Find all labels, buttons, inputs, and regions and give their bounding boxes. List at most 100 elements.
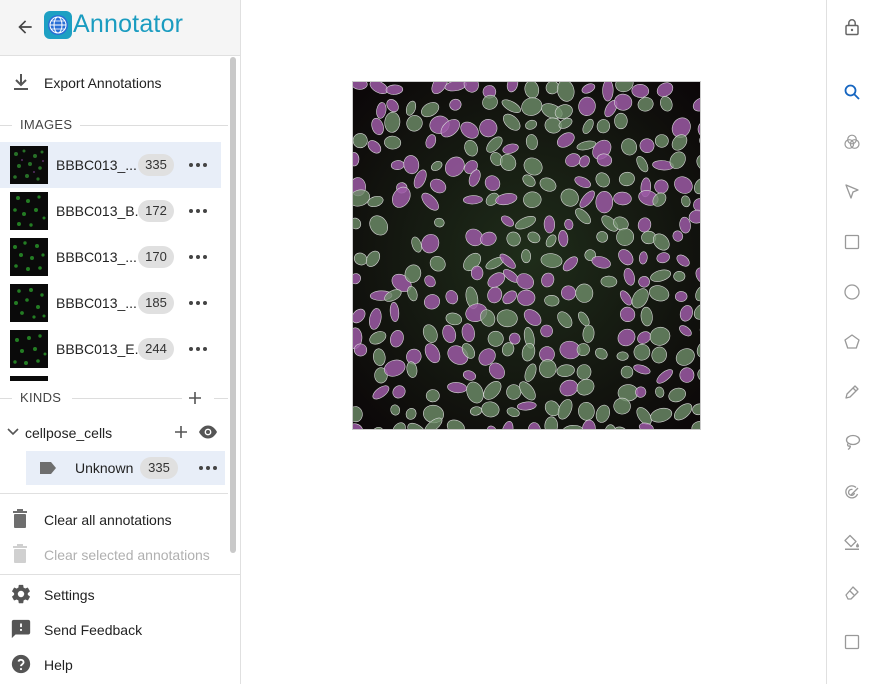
object-select-tool[interactable]	[841, 631, 863, 653]
cell-annotation[interactable]	[388, 329, 405, 349]
cell-annotation[interactable]	[498, 252, 518, 271]
cell-annotation[interactable]	[620, 365, 634, 379]
cell-annotation[interactable]	[520, 342, 536, 362]
cell-annotation[interactable]	[463, 195, 483, 205]
cell-annotation[interactable]	[486, 360, 508, 382]
cell-annotation[interactable]	[402, 154, 420, 175]
cell-annotation[interactable]	[650, 190, 669, 209]
cell-annotation[interactable]	[691, 301, 701, 323]
cell-annotation[interactable]	[406, 361, 419, 378]
cell-annotation[interactable]	[596, 152, 613, 167]
cell-annotation[interactable]	[656, 251, 671, 264]
cell-annotation[interactable]	[500, 97, 523, 115]
cell-annotation[interactable]	[445, 417, 467, 430]
cell-annotation[interactable]	[558, 230, 569, 247]
cell-annotation[interactable]	[613, 225, 637, 249]
microscopy-image-viewer[interactable]	[352, 81, 701, 430]
cell-annotation[interactable]	[555, 82, 576, 103]
cell-annotation[interactable]	[404, 100, 417, 117]
cell-annotation[interactable]	[562, 424, 584, 430]
cell-annotation[interactable]	[605, 424, 616, 430]
cell-annotation[interactable]	[555, 130, 577, 151]
cell-annotation[interactable]	[353, 406, 363, 423]
cell-annotation[interactable]	[497, 151, 519, 173]
settings-button[interactable]: Settings	[0, 577, 240, 611]
eraser-tool[interactable]	[841, 581, 863, 603]
cell-annotation[interactable]	[616, 247, 637, 268]
cell-annotation[interactable]	[629, 286, 652, 311]
cell-annotation[interactable]	[593, 170, 612, 190]
image-list-item[interactable]: BBBC013_... 185	[0, 280, 221, 326]
cell-annotation[interactable]	[383, 287, 403, 304]
cell-annotation[interactable]	[427, 253, 448, 274]
cell-annotation[interactable]	[484, 191, 502, 208]
clear-all-annotations-button[interactable]: Clear all annotations	[0, 502, 240, 536]
more-options-button[interactable]	[186, 200, 210, 222]
cell-annotation[interactable]	[575, 283, 594, 303]
cell-annotation[interactable]	[367, 425, 386, 430]
cell-annotation[interactable]	[640, 306, 653, 327]
cell-annotation[interactable]	[648, 325, 672, 348]
cell-annotation[interactable]	[678, 304, 694, 323]
polygon-tool[interactable]	[841, 331, 863, 353]
cell-annotation[interactable]	[384, 97, 401, 114]
cell-annotation[interactable]	[505, 383, 522, 400]
cell-annotation[interactable]	[691, 196, 701, 214]
cell-annotation[interactable]	[404, 407, 417, 421]
back-button[interactable]	[12, 14, 38, 40]
cell-annotation[interactable]	[671, 173, 695, 197]
cell-annotation[interactable]	[557, 185, 582, 210]
cell-annotation[interactable]	[458, 119, 482, 142]
cell-annotation[interactable]	[679, 367, 695, 383]
cell-annotation[interactable]	[372, 348, 386, 366]
cell-annotation[interactable]	[384, 111, 401, 133]
clear-selected-annotations-button[interactable]: Clear selected annotations	[0, 537, 240, 571]
cell-annotation[interactable]	[514, 214, 538, 232]
cell-annotation[interactable]	[500, 111, 523, 133]
cell-annotation[interactable]	[635, 329, 653, 346]
lock-tool[interactable]	[841, 16, 863, 38]
cell-annotation[interactable]	[412, 168, 429, 190]
cell-annotation[interactable]	[353, 421, 365, 430]
cell-annotation[interactable]	[691, 176, 701, 197]
cell-annotation[interactable]	[667, 386, 688, 405]
cell-annotation[interactable]	[557, 377, 580, 398]
cell-annotation[interactable]	[671, 400, 695, 423]
cell-annotation[interactable]	[680, 195, 691, 208]
cell-annotation[interactable]	[374, 367, 388, 384]
cell-annotation[interactable]	[671, 229, 684, 242]
cell-annotation[interactable]	[577, 154, 591, 169]
cell-annotation[interactable]	[634, 385, 648, 399]
add-kind-button[interactable]	[186, 388, 204, 408]
cell-annotation[interactable]	[390, 383, 408, 401]
image-list-item[interactable]: BBBC013_... 335	[0, 142, 221, 188]
cell-annotation[interactable]	[375, 102, 387, 119]
cell-annotation[interactable]	[523, 362, 539, 383]
cell-annotation[interactable]	[514, 270, 537, 292]
cell-annotation[interactable]	[595, 191, 614, 214]
cell-annotation[interactable]	[365, 138, 383, 156]
cell-annotation[interactable]	[544, 294, 560, 307]
cell-annotation[interactable]	[595, 229, 610, 244]
color-adjust-tool[interactable]	[841, 131, 863, 153]
cell-annotation[interactable]	[617, 304, 638, 325]
cell-annotation[interactable]	[613, 82, 636, 95]
more-options-button[interactable]	[186, 246, 210, 268]
cell-annotation[interactable]	[428, 176, 449, 195]
cell-annotation[interactable]	[675, 291, 688, 302]
cell-annotation[interactable]	[655, 367, 675, 386]
sidebar-scrollbar[interactable]	[229, 57, 237, 553]
cell-annotation[interactable]	[500, 341, 515, 358]
cell-annotation[interactable]	[385, 84, 404, 95]
cell-annotation[interactable]	[575, 341, 592, 358]
cell-annotation[interactable]	[441, 323, 458, 344]
cell-annotation[interactable]	[422, 341, 443, 365]
cell-annotation[interactable]	[590, 254, 611, 270]
pen-tool[interactable]	[841, 381, 863, 403]
cell-annotation[interactable]	[582, 324, 595, 343]
cell-annotation[interactable]	[559, 283, 578, 302]
cell-annotation[interactable]	[486, 329, 505, 348]
cell-annotation[interactable]	[675, 253, 692, 269]
cell-annotation[interactable]	[508, 331, 522, 345]
image-list-item[interactable]: BBBC013_B... 172	[0, 188, 221, 234]
